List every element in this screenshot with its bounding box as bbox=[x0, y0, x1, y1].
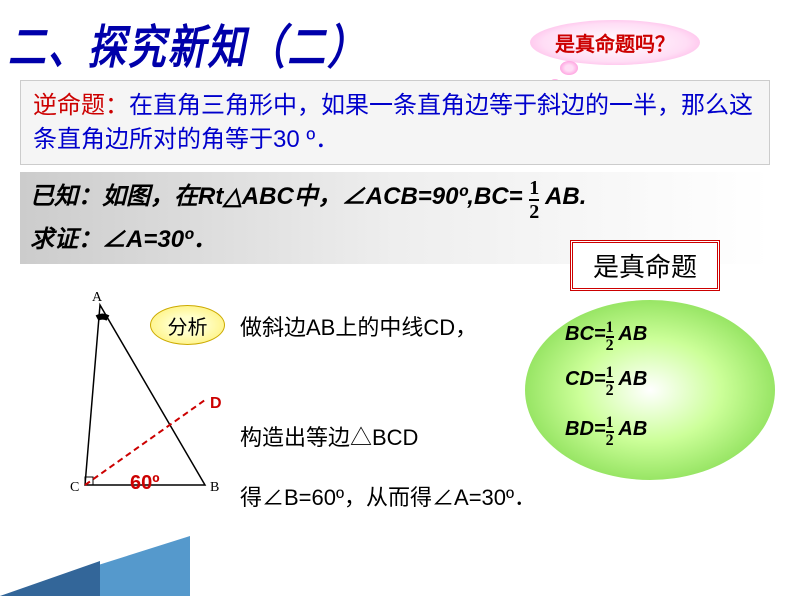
given-90: =90º, bbox=[418, 183, 474, 210]
given-ab: AB bbox=[545, 183, 580, 210]
equation-ellipse bbox=[525, 300, 775, 480]
analysis-badge: 分析 bbox=[150, 305, 225, 345]
given-abc: ABC bbox=[242, 183, 294, 210]
step-2-text: 构造出等边△BCD bbox=[240, 420, 418, 452]
point-d-label: D bbox=[210, 395, 222, 413]
given-eq: = bbox=[509, 183, 530, 210]
given-acb: ACB bbox=[366, 183, 418, 210]
equation-cd: CD=12 AB bbox=[565, 365, 647, 399]
theorem-label: 逆命题： bbox=[33, 92, 129, 119]
theorem-text: 在直角三角形中，如果一条直角边等于斜边的一半，那么这条直角边所对的角等于30 º… bbox=[33, 92, 753, 153]
vertex-a-label: A bbox=[92, 290, 102, 306]
section-title: 二、探究新知（二） bbox=[8, 10, 367, 78]
equation-bd: BD=12 AB bbox=[565, 415, 647, 449]
prove-label: 求证：∠ bbox=[30, 226, 126, 253]
corner-decoration-2 bbox=[0, 561, 100, 596]
step-1-text: 做斜边AB上的中线CD， bbox=[240, 310, 477, 342]
given-bc: BC bbox=[474, 183, 509, 210]
step-3-text: 得∠B=60º，从而得∠A=30º． bbox=[240, 480, 536, 512]
vertex-b-label: B bbox=[210, 480, 219, 496]
prove-30: =30º． bbox=[143, 226, 216, 253]
given-text: 已知：如图，在Rt△ bbox=[30, 183, 242, 210]
theorem-box: 逆命题：在直角三角形中，如果一条直角边等于斜边的一半，那么这条直角边所对的角等于… bbox=[20, 80, 770, 165]
bubble-text: 是真命题吗？ bbox=[555, 28, 675, 57]
prove-a: A bbox=[126, 226, 143, 253]
analysis-text: 分析 bbox=[168, 311, 208, 340]
given-mid: 中，∠ bbox=[294, 183, 366, 210]
given-period: . bbox=[580, 183, 587, 210]
question-bubble: 是真命题吗？ bbox=[530, 20, 700, 65]
equation-bc: BC=12 AB bbox=[565, 320, 647, 354]
truth-statement: 是真命题 bbox=[570, 240, 720, 291]
vertex-c-label: C bbox=[70, 480, 79, 496]
angle-60-label: 60º bbox=[130, 472, 160, 495]
fraction-half: 12 bbox=[529, 178, 539, 222]
